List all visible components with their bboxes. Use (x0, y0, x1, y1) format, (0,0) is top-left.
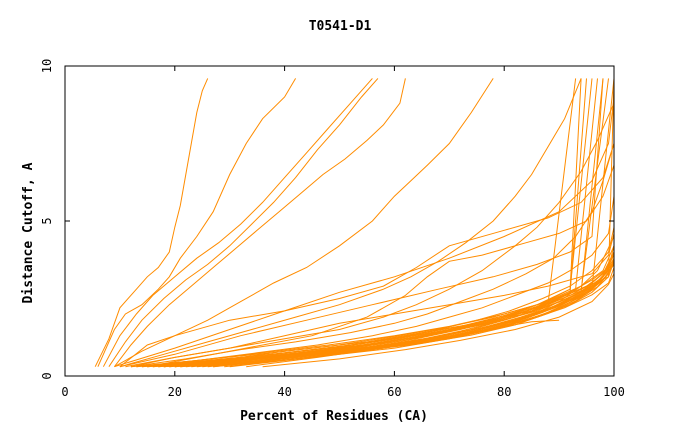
y-axis-label: Distance Cutoff, A (21, 162, 36, 303)
series-line-4 (108, 78, 379, 367)
series-line-5 (114, 78, 406, 368)
series-line-45 (213, 319, 560, 368)
series-layer (94, 78, 615, 368)
series-line-40 (152, 78, 582, 368)
series-line-44 (174, 78, 604, 368)
x-tick-label: 20 (168, 385, 182, 399)
x-axis-label: Percent of Residues (CA) (240, 409, 428, 424)
series-line-38 (136, 78, 593, 368)
series-line-6 (114, 78, 494, 368)
series-line-34 (130, 233, 615, 368)
series-line-46 (262, 273, 615, 368)
y-tick-label: 0 (40, 372, 54, 379)
x-tick-label: 100 (603, 385, 625, 399)
series-line-35 (119, 78, 604, 368)
series-line-27 (114, 96, 615, 368)
x-tick-label: 40 (277, 385, 291, 399)
y-axis: 0 5 10 (40, 59, 614, 380)
series-line-8 (125, 102, 615, 368)
y-tick-label: 5 (40, 217, 54, 224)
x-tick-label: 60 (387, 385, 401, 399)
chart-title: T0541-D1 (309, 19, 372, 34)
series-line-3 (102, 78, 373, 367)
series-line-30 (229, 236, 615, 368)
series-line-10 (136, 196, 615, 368)
x-tick-label: 0 (61, 385, 68, 399)
series-line-19 (185, 264, 615, 368)
series-line-1 (94, 78, 209, 367)
series-line-29 (147, 165, 615, 368)
x-tick-label: 80 (497, 385, 511, 399)
series-line-2 (97, 78, 297, 367)
series-line-9 (130, 143, 615, 368)
series-line-28 (119, 143, 615, 368)
x-axis: 0 20 40 60 80 100 (61, 66, 625, 399)
series-line-7 (119, 78, 582, 368)
y-tick-label: 10 (40, 59, 54, 73)
